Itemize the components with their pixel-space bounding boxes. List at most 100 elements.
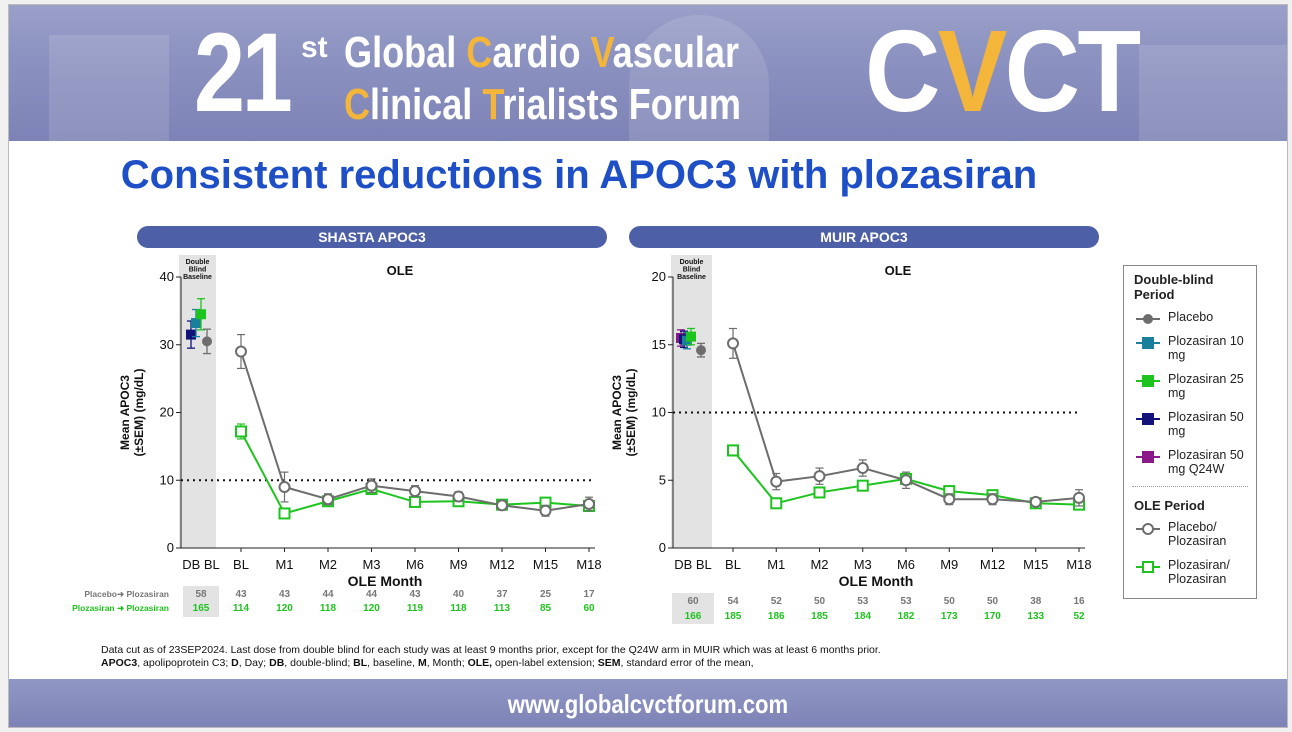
banner-number: 21 <box>194 10 293 135</box>
panel0-db-box-label: Baseline <box>183 274 212 281</box>
footnote-abbrev: M <box>417 657 427 669</box>
panel0-n-value: 43 <box>279 589 291 600</box>
legend-item: Plozasiran 50 mg <box>1168 410 1244 438</box>
panel0-db-point-plz25 <box>196 309 206 320</box>
slide-title: Consistent reductions in APOC3 with ploz… <box>120 153 1038 197</box>
panel0-y-tick-label: 10 <box>160 472 174 487</box>
panel0-point-placebo-plozasiran <box>235 345 247 358</box>
panel1-n-value: 185 <box>811 611 828 622</box>
legend-item: Placebo <box>1168 310 1214 324</box>
panel1-point-placebo-plozasiran <box>900 474 912 487</box>
banner-line-1: Global Cardio Vascular <box>344 28 740 77</box>
banner-superscript: st <box>301 31 328 64</box>
slide: 21 st Global Cardio Vascular Clinical Tr… <box>8 4 1288 728</box>
panel1-db-point-placebo <box>696 345 706 356</box>
panel1-point-placebo-plozasiran <box>1029 495 1042 508</box>
panel0-point-placebo-plozasiran <box>496 499 508 512</box>
panel0-x-axis-label: OLE Month <box>348 573 423 589</box>
footnote: Data cut as of 23SEP2024. Last dose from… <box>101 644 881 670</box>
footnote-definition: open-label extension; <box>492 657 598 669</box>
footnote-definition: , standard error of the mean, <box>620 657 754 669</box>
panel1-db-point-plz25 <box>686 331 696 342</box>
footnote-abbrev: SEM <box>597 657 621 669</box>
panel0-n-value: 43 <box>235 589 247 600</box>
panel0-n-table-db-box <box>183 586 219 617</box>
footnote-definition: , apolipoprotein C3; <box>137 657 232 669</box>
panel0-point-plozasiran-plozasiran <box>235 425 247 438</box>
panel0-db-baseline-box <box>179 255 216 548</box>
panel1-n-value: 53 <box>900 596 912 607</box>
panel1-point-plozasiran-plozasiran <box>727 444 739 457</box>
panel0-db-point-plz50 <box>186 329 196 340</box>
legend-symbol <box>1136 560 1160 574</box>
panel0-point-placebo-plozasiran <box>365 479 378 492</box>
panel0-n-row-label: Placebo➜ Plozasiran <box>84 589 169 599</box>
panel0-x-tick-label: DB BL <box>182 557 220 572</box>
panel0-n-value: 44 <box>322 589 334 600</box>
panel0-n-value: 119 <box>407 603 424 614</box>
panel1-n-value: 173 <box>941 611 958 622</box>
footnote-abbrev: OLE, <box>467 657 493 669</box>
legend-separator <box>1132 486 1248 487</box>
panel0-point-placebo-plozasiran <box>409 485 421 498</box>
panel0-x-tick-label: M1 <box>275 557 293 572</box>
panel0-n-value: 85 <box>540 603 552 614</box>
panel0-y-tick-label: 20 <box>160 405 174 420</box>
panel0-n-row-label: Plozasiran ➜ Plozasiran <box>72 603 169 613</box>
panel0-y-axis-label: Mean APOC3 <box>118 375 132 450</box>
panel1-point-placebo-plozasiran <box>856 462 869 475</box>
panel1-point-placebo-plozasiran <box>986 493 999 506</box>
shasta-panel-header: SHASTA APOC3 <box>137 226 607 248</box>
cvct-logo: CVCT <box>865 6 1141 136</box>
panel0-db-point-placebo <box>202 336 212 347</box>
banner-line-2: Clinical Trialists Forum <box>344 80 742 129</box>
panel0-y-axis-label: (±SEM) (mg/dL) <box>132 369 146 457</box>
panel1-y-tick-label: 15 <box>652 337 666 352</box>
panel0-point-placebo-plozasiran <box>452 490 465 503</box>
panel1-x-tick-label: M12 <box>980 557 1005 572</box>
panel1-n-value: 50 <box>944 596 956 607</box>
footnote-abbrev: D <box>231 657 239 669</box>
legend-symbol <box>1136 412 1160 426</box>
panel1-n-value: 50 <box>987 596 999 607</box>
panel0-x-tick-label: M15 <box>533 557 558 572</box>
panel0-y-tick-label: 40 <box>160 269 174 284</box>
panel1-n-value: 52 <box>1073 611 1085 622</box>
panel1-n-value: 133 <box>1027 611 1044 622</box>
panel1-n-value: 170 <box>984 611 1001 622</box>
footnote-definition: , Month; <box>426 657 468 669</box>
legend-symbol <box>1136 522 1160 536</box>
panel1-x-tick-label: BL <box>725 557 741 572</box>
footnote-abbrev: APOC3 <box>101 657 138 669</box>
panel0-n-value: 118 <box>320 603 337 614</box>
footnote-definition: , double-blind; <box>284 657 354 669</box>
panel0-y-tick-label: 0 <box>167 540 174 555</box>
footnote-definition: , baseline, <box>367 657 418 669</box>
footnote-abbrev: DB <box>269 657 285 669</box>
legend-db-title: Double-blind Period <box>1134 272 1214 302</box>
panel1-x-tick-label: M3 <box>854 557 872 572</box>
panel1-point-placebo-plozasiran <box>813 470 826 483</box>
panel0-x-tick-label: M9 <box>449 557 467 572</box>
panel1-db-box-label: Baseline <box>677 274 706 281</box>
panel0-point-placebo-plozasiran <box>278 481 291 494</box>
panel1-x-tick-label: M2 <box>810 557 828 572</box>
footer-url: www.globalcvctforum.com <box>507 689 789 719</box>
footnote-line-2: APOC3, apolipoprotein C3; D, Day; DB, do… <box>101 657 881 670</box>
panel1-point-plozasiran-plozasiran <box>770 497 783 510</box>
legend-item: Plozasiran/ Plozasiran <box>1168 558 1230 586</box>
panel0-x-tick-label: M3 <box>362 557 380 572</box>
panel0-n-value: 120 <box>276 603 293 614</box>
panel1-x-tick-label: M18 <box>1066 557 1091 572</box>
panel1-x-tick-label: M6 <box>897 557 915 572</box>
panel1-point-placebo-plozasiran <box>1073 491 1085 504</box>
panel1-n-value: 60 <box>687 596 699 607</box>
panel0-n-value: 60 <box>583 603 595 614</box>
panel1-n-value: 182 <box>898 611 915 622</box>
legend-item: Plozasiran 25 mg <box>1168 372 1244 400</box>
legend-item: Placebo/ Plozasiran <box>1168 520 1227 548</box>
panel0-point-plozasiran-plozasiran <box>409 495 421 508</box>
panel0-n-value: 37 <box>496 589 508 600</box>
panel1-n-table-db-box <box>672 593 714 624</box>
